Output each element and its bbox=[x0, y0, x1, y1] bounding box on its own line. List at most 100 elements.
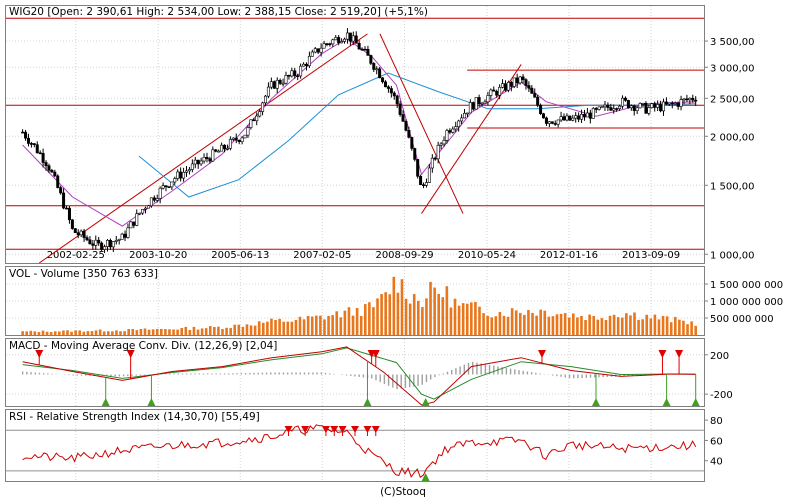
price-bar bbox=[196, 159, 200, 169]
price-bar bbox=[451, 126, 455, 134]
price-bar bbox=[492, 86, 496, 92]
price-bar bbox=[688, 97, 692, 105]
y-tick-label: 2 500,00 bbox=[710, 94, 755, 105]
volume-bar bbox=[567, 317, 571, 335]
volume-bar bbox=[294, 319, 298, 335]
price-bar bbox=[217, 149, 221, 153]
price-bar bbox=[337, 34, 341, 46]
price-bar bbox=[562, 113, 566, 121]
volume-bar bbox=[572, 313, 575, 335]
price-bar bbox=[255, 112, 259, 126]
price-bar bbox=[167, 186, 171, 188]
price-bar bbox=[138, 212, 142, 216]
volume-bar bbox=[510, 308, 514, 335]
volume-bar bbox=[74, 330, 77, 335]
volume-bar bbox=[404, 298, 408, 335]
price-bar bbox=[404, 119, 408, 132]
price-bar bbox=[641, 102, 645, 108]
x-tick-label: 2002-02-25 bbox=[47, 250, 105, 261]
volume-bar bbox=[449, 307, 453, 335]
volume-bar bbox=[437, 293, 440, 335]
volume-bar bbox=[429, 281, 432, 335]
price-bar bbox=[644, 101, 648, 114]
price-bar bbox=[65, 205, 69, 210]
price-bar bbox=[79, 229, 83, 238]
price-bar bbox=[524, 78, 528, 90]
price-bar bbox=[29, 141, 33, 148]
volume-bar bbox=[298, 316, 302, 335]
price-bar bbox=[26, 133, 30, 147]
price-bar bbox=[398, 100, 402, 117]
price-bar bbox=[553, 120, 557, 126]
price-bar bbox=[307, 51, 311, 69]
price-bar bbox=[340, 38, 344, 44]
buy-signal-marker bbox=[691, 398, 700, 406]
volume-bar bbox=[478, 306, 481, 335]
price-bar bbox=[559, 111, 563, 123]
volume-bar bbox=[518, 312, 522, 335]
price-bar bbox=[647, 104, 651, 116]
buy-signal-marker bbox=[147, 398, 156, 406]
macd-panel-title: MACD - Moving Average Conv. Div. (12,26,… bbox=[9, 340, 277, 352]
volume-bar bbox=[539, 309, 542, 335]
price-bar bbox=[664, 97, 668, 106]
price-bar bbox=[190, 159, 194, 173]
price-bar bbox=[126, 223, 130, 239]
volume-bar bbox=[629, 315, 632, 335]
rsi-y-tick-label: 60 bbox=[710, 436, 723, 447]
price-bar bbox=[35, 141, 39, 154]
price-bar bbox=[360, 47, 364, 51]
volume-bar bbox=[192, 326, 196, 335]
price-bar bbox=[281, 78, 285, 87]
volume-bar bbox=[625, 313, 628, 335]
volume-bar bbox=[306, 316, 310, 335]
price-bar bbox=[67, 206, 71, 224]
price-bar bbox=[179, 167, 183, 182]
volume-bar bbox=[584, 320, 587, 335]
price-bar bbox=[363, 46, 367, 51]
price-bar bbox=[111, 241, 115, 253]
price-bar bbox=[287, 74, 291, 80]
price-bar bbox=[375, 66, 379, 75]
price-bar bbox=[214, 148, 218, 153]
volume-bar bbox=[347, 307, 351, 335]
price-bar bbox=[316, 48, 320, 55]
price-bar bbox=[103, 244, 107, 254]
volume-bar bbox=[690, 321, 693, 335]
volume-bar bbox=[139, 328, 143, 335]
price-bar bbox=[381, 77, 385, 84]
price-bar bbox=[155, 194, 159, 203]
volume-bar bbox=[686, 324, 689, 335]
volume-bar bbox=[657, 319, 661, 335]
price-bar bbox=[44, 160, 48, 171]
price-bar bbox=[465, 112, 469, 118]
price-bar bbox=[410, 136, 414, 151]
volume-bar bbox=[29, 330, 33, 335]
price-bar bbox=[521, 74, 525, 84]
volume-bar bbox=[111, 331, 114, 335]
price-bar bbox=[489, 88, 493, 100]
volume-bar bbox=[221, 329, 224, 335]
price-bar bbox=[199, 157, 203, 166]
price-bar bbox=[108, 238, 112, 250]
rsi-line bbox=[22, 424, 697, 478]
volume-y-tick-label: 500 000 000 bbox=[710, 314, 774, 325]
volume-bar bbox=[339, 317, 343, 335]
volume-bar bbox=[261, 322, 265, 335]
price-bar bbox=[574, 112, 578, 123]
price-bar bbox=[264, 94, 268, 107]
price-bar bbox=[85, 235, 89, 242]
price-bar bbox=[272, 80, 276, 89]
volume-bar bbox=[474, 301, 477, 335]
price-bar bbox=[354, 31, 358, 44]
volume-bar bbox=[470, 302, 473, 335]
volume-bar bbox=[453, 298, 457, 335]
price-bar bbox=[252, 117, 256, 122]
price-bar bbox=[129, 221, 133, 229]
footer-copyright: (C)Stooq bbox=[380, 486, 426, 498]
volume-bar bbox=[45, 331, 49, 335]
sell-signal-marker bbox=[371, 350, 380, 358]
price-bar bbox=[527, 81, 531, 92]
volume-bar bbox=[115, 330, 118, 335]
